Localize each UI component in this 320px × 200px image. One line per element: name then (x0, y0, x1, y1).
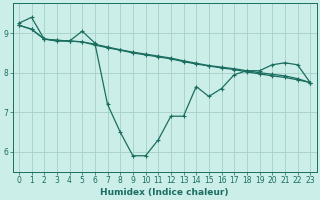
X-axis label: Humidex (Indice chaleur): Humidex (Indice chaleur) (100, 188, 229, 197)
